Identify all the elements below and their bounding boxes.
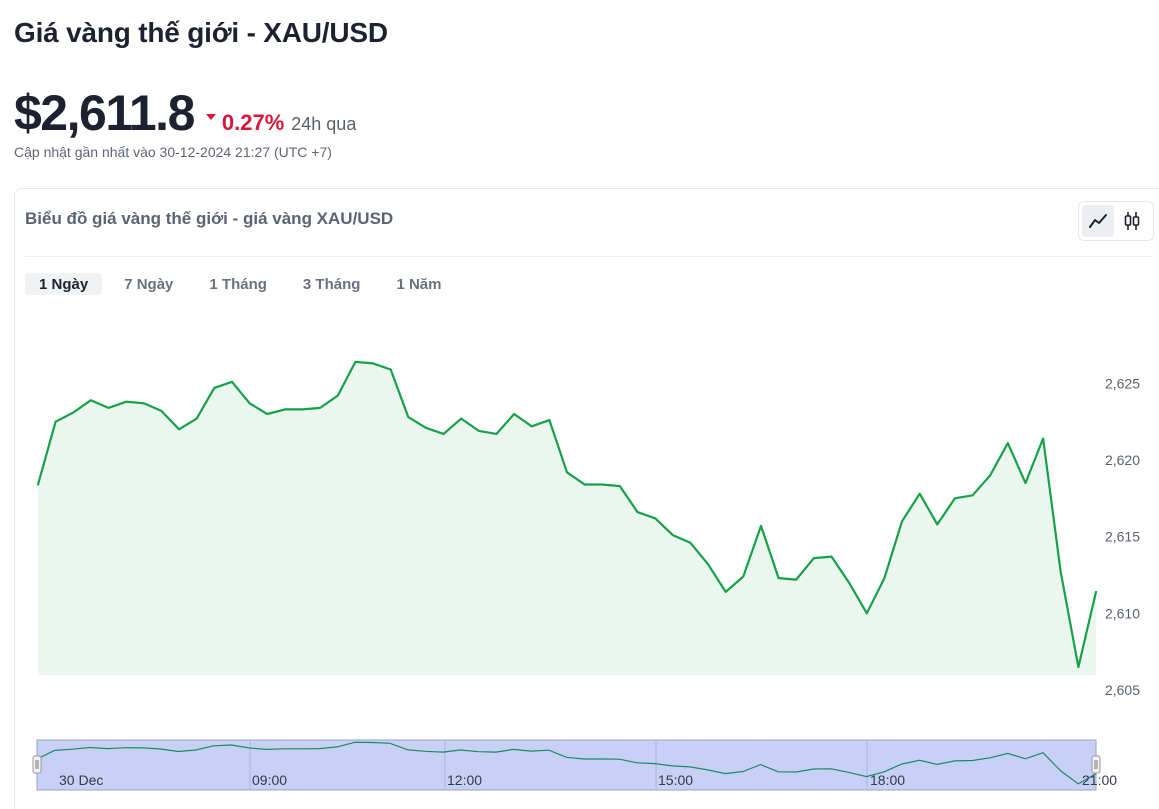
tab-7-days[interactable]: 7 Ngày [124, 275, 174, 293]
navigator-x-label: 18:00 [870, 772, 905, 788]
last-updated: Cập nhật gần nhất vào 30-12-2024 21:27 (… [14, 144, 332, 160]
page-title: Giá vàng thế giới - XAU/USD [14, 17, 388, 48]
card-divider [25, 256, 1153, 257]
tab-1-month[interactable]: 1 Tháng [209, 275, 267, 293]
navigator-right-handle[interactable] [1091, 755, 1101, 774]
navigator-x-label: 15:00 [658, 772, 693, 788]
candlestick-chart-button[interactable] [1116, 205, 1148, 237]
navigator-x-label: 12:00 [447, 772, 482, 788]
line-chart-icon [1089, 214, 1107, 228]
price-line [36, 360, 1098, 669]
chart-card-title: Biểu đồ giá vàng thế giới - giá vàng XAU… [25, 209, 394, 228]
navigator-x-label: 21:00 [1082, 772, 1117, 788]
price-area [38, 361, 1096, 675]
price-change-percent: 0.27% [221, 110, 285, 135]
tab-1-year[interactable]: 1 Năm [396, 275, 442, 293]
tab-1-day[interactable]: 1 Ngày [25, 273, 103, 295]
y-tick-label: 2,615 [1105, 529, 1140, 545]
line-chart-button[interactable] [1082, 205, 1114, 237]
y-tick-label: 2,625 [1105, 375, 1140, 391]
current-price: $2,611.8 [14, 85, 195, 141]
navigator-line [36, 741, 1097, 785]
navigator-x-label: 09:00 [252, 772, 287, 788]
chart-type-toggle [1078, 201, 1154, 241]
range-tabs: 1 Ngày 7 Ngày 1 Tháng 3 Tháng 1 Năm [25, 273, 455, 295]
y-tick-label: 2,620 [1105, 452, 1140, 468]
change-period: 24h qua [291, 114, 357, 134]
tab-3-months[interactable]: 3 Tháng [302, 275, 361, 293]
navigator-window [36, 739, 1097, 791]
y-tick-label: 2,610 [1105, 605, 1140, 621]
price-summary: $2,611.8 0.27% 24h qua [14, 84, 356, 142]
caret-down-icon [205, 114, 216, 120]
candlestick-icon [1124, 212, 1140, 230]
y-tick-label: 2,605 [1105, 682, 1140, 698]
navigator-x-label: 30 Dec [59, 772, 103, 788]
navigator-left-handle[interactable] [32, 755, 42, 774]
